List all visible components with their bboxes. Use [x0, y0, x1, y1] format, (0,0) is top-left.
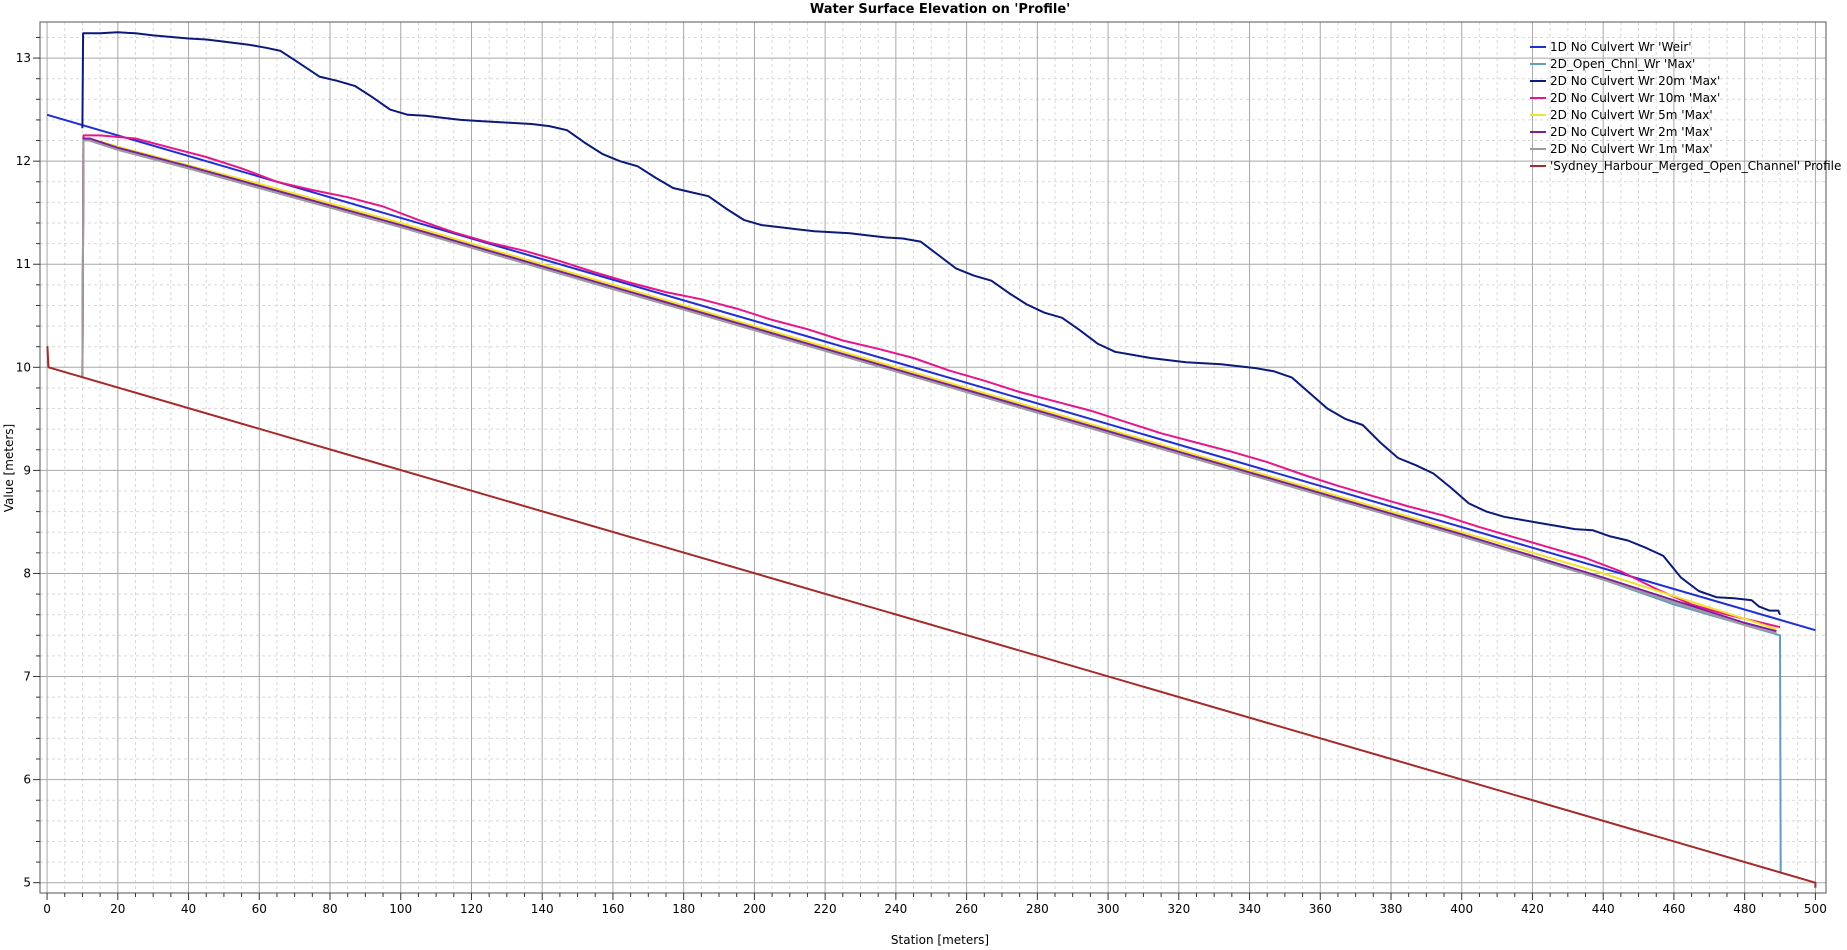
- series-line-1: [46, 113, 1816, 632]
- x-tick-label: 220: [814, 902, 837, 916]
- x-axis-label: Station [meters]: [891, 933, 989, 947]
- legend-label: 2D No Culvert Wr 10m 'Max': [1550, 91, 1720, 105]
- x-tick-label: 20: [110, 902, 125, 916]
- x-tick-label: 420: [1521, 902, 1544, 916]
- legend-label: 2D No Culvert Wr 1m 'Max': [1550, 142, 1713, 156]
- y-tick-label: 5: [23, 876, 31, 890]
- y-tick-label: 9: [23, 463, 31, 477]
- y-tick-label: 11: [16, 257, 31, 271]
- series-line-6: [81, 137, 1777, 633]
- x-tick-label: 100: [389, 902, 412, 916]
- x-tick-label: 380: [1380, 902, 1403, 916]
- x-tick-label: 140: [531, 902, 554, 916]
- y-tick-label: 6: [23, 773, 31, 787]
- legend-label: 2D_Open_Chnl_Wr 'Max': [1550, 57, 1695, 71]
- x-tick-label: 260: [955, 902, 978, 916]
- x-tick-label: 360: [1309, 902, 1332, 916]
- legend-label: 2D No Culvert Wr 20m 'Max': [1550, 74, 1720, 88]
- x-tick-label: 300: [1097, 902, 1120, 916]
- x-tick-label: 320: [1167, 902, 1190, 916]
- series-line-8: [46, 345, 1817, 888]
- chart-title: Water Surface Elevation on 'Profile': [810, 2, 1070, 17]
- x-tick-label: 0: [43, 902, 51, 916]
- y-tick-label: 10: [16, 360, 31, 374]
- y-tick-label: 12: [16, 154, 31, 168]
- x-tick-label: 40: [181, 902, 196, 916]
- legend-label: 'Sydney_Harbour_Merged_Open_Channel' Pro…: [1550, 159, 1841, 173]
- x-tick-label: 80: [322, 902, 337, 916]
- x-tick-label: 60: [252, 902, 267, 916]
- x-tick-label: 160: [601, 902, 624, 916]
- x-tick-label: 340: [1238, 902, 1261, 916]
- axis-ticks: 0 20 40 60 80 100 120 140 160 180 200 220 240 260 280 3…: [16, 36, 1827, 916]
- series-lines: [46, 31, 1817, 888]
- y-tick-label: 7: [23, 670, 31, 684]
- x-tick-label: 500: [1804, 902, 1827, 916]
- x-tick-label: 480: [1733, 902, 1756, 916]
- legend-label: 2D No Culvert Wr 2m 'Max': [1550, 125, 1713, 139]
- grid: [40, 22, 1826, 893]
- x-tick-label: 400: [1450, 902, 1473, 916]
- series-line-3: [81, 31, 1781, 616]
- y-tick-label: 13: [16, 51, 31, 65]
- legend: 1D No Culvert Wr 'Weir' 2D_Open_Chnl_Wr '…: [1530, 40, 1841, 173]
- x-tick-label: 460: [1662, 902, 1685, 916]
- series-line-4: [81, 134, 1781, 629]
- series-line-7: [81, 139, 1777, 635]
- x-tick-label: 280: [1026, 902, 1049, 916]
- y-axis-label: Value [meters]: [2, 424, 16, 512]
- legend-label: 2D No Culvert Wr 5m 'Max': [1550, 108, 1713, 122]
- x-tick-label: 240: [884, 902, 907, 916]
- series-line-5: [81, 137, 1777, 631]
- plot-frame: [39, 21, 1827, 894]
- y-tick-label: 8: [23, 566, 31, 580]
- x-tick-label: 180: [672, 902, 695, 916]
- x-tick-label: 200: [743, 902, 766, 916]
- legend-label: 1D No Culvert Wr 'Weir': [1550, 40, 1692, 54]
- x-tick-label: 120: [460, 902, 483, 916]
- x-tick-label: 440: [1592, 902, 1615, 916]
